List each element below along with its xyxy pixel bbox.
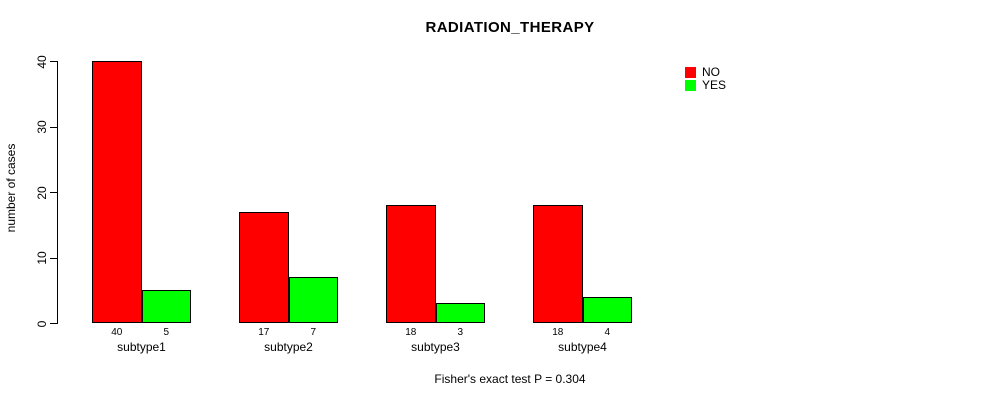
no-color-swatch <box>685 66 696 78</box>
legend-entry-yes: YES <box>685 79 726 91</box>
bar-no <box>239 211 289 323</box>
yes-color-swatch <box>685 79 696 91</box>
legend-label: YES <box>702 78 727 92</box>
bar-value-label: 4 <box>604 327 611 338</box>
bar-no <box>92 61 142 323</box>
y-axis-line <box>57 61 58 324</box>
y-tick <box>50 323 57 324</box>
y-tick <box>50 126 57 128</box>
bar-value-label: 18 <box>405 327 417 338</box>
annotation: Fisher's exact test P = 0.304 <box>434 372 586 386</box>
bar-value-label: 3 <box>457 327 464 338</box>
y-tick-label: 0 <box>35 320 49 327</box>
bar-yes <box>582 296 632 323</box>
bar-yes <box>288 277 338 323</box>
y-tick-label: 10 <box>35 251 49 265</box>
y-axis-label: number of cases <box>4 143 18 233</box>
bar-no <box>533 205 583 323</box>
bar-value-label: 18 <box>552 327 564 338</box>
category-label: subtype3 <box>411 340 460 354</box>
legend: NO YES <box>685 66 726 92</box>
y-tick-label: 20 <box>35 185 49 200</box>
bar-yes <box>141 290 191 323</box>
bar-value-label: 7 <box>310 327 317 338</box>
chart-title: RADIATION_THERAPY <box>425 19 595 36</box>
bar-value-label: 40 <box>111 327 123 338</box>
category-label: subtype2 <box>264 340 313 354</box>
category-label: subtype4 <box>558 340 607 354</box>
category-label: subtype1 <box>117 340 166 354</box>
y-tick <box>50 61 57 62</box>
y-tick-label: 40 <box>35 54 49 69</box>
bar-no <box>386 205 436 323</box>
y-tick <box>50 257 57 259</box>
legend-entry-no: NO <box>685 66 726 78</box>
y-tick-label: 30 <box>35 120 49 134</box>
bar-yes <box>435 303 485 323</box>
bar-value-label: 17 <box>258 327 270 338</box>
legend-label: NO <box>702 65 720 79</box>
bar-value-label: 5 <box>163 327 170 338</box>
y-tick <box>50 192 57 193</box>
